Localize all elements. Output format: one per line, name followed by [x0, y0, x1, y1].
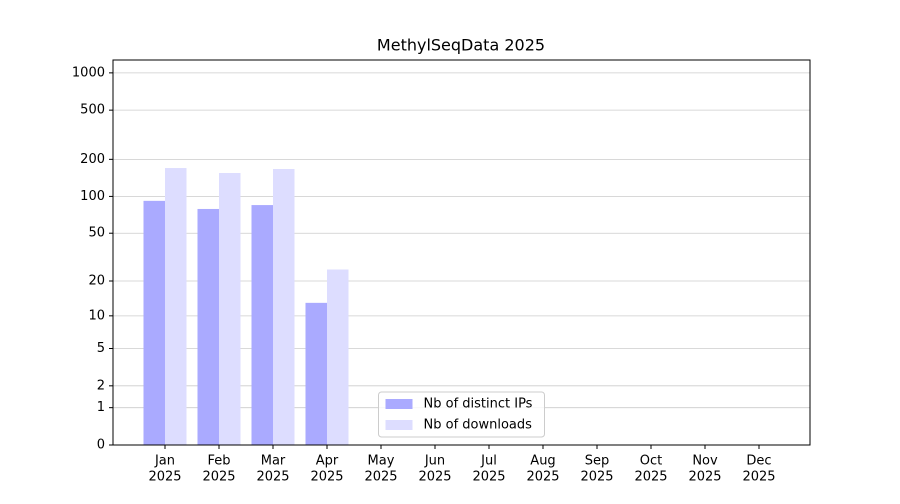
y-tick-label: 1000	[72, 65, 105, 80]
bar	[251, 205, 273, 445]
x-tick-label: Dec	[746, 454, 771, 469]
x-tick-label: 2025	[472, 470, 505, 485]
y-tick-label: 0	[97, 438, 105, 453]
legend-label: Nb of distinct IPs	[424, 397, 533, 412]
x-tick-label: 2025	[688, 470, 721, 485]
legend-swatch	[385, 420, 413, 430]
plot-frame	[112, 59, 811, 446]
bar	[197, 208, 219, 445]
y-tick-label: 200	[80, 152, 105, 167]
x-tick-label: 2025	[580, 470, 613, 485]
bar	[165, 168, 187, 446]
x-tick-label: May	[368, 454, 395, 469]
x-tick-label: 2025	[202, 470, 235, 485]
x-tick-label: Jan	[154, 454, 175, 469]
y-tick-label: 500	[80, 103, 105, 118]
y-tick-label: 1	[97, 400, 105, 415]
x-tick-label: Mar	[261, 454, 286, 469]
y-tick-label: 10	[88, 308, 105, 323]
x-tick-label: 2025	[742, 470, 775, 485]
x-tick-label: Nov	[692, 454, 718, 469]
x-tick-label: 2025	[526, 470, 559, 485]
legend: Nb of distinct IPs Nb of downloads	[378, 391, 545, 438]
legend-box	[378, 391, 545, 438]
x-tick-label: Feb	[207, 454, 230, 469]
x-tick-label: 2025	[634, 470, 667, 485]
legend-label: Nb of downloads	[424, 418, 533, 433]
bar	[273, 169, 295, 445]
bar	[219, 172, 241, 445]
bar	[143, 200, 165, 445]
legend-swatch	[385, 399, 413, 409]
x-tick-label: Apr	[316, 454, 339, 469]
x-tick-label: Sep	[585, 454, 610, 469]
x-tick-label: Oct	[640, 454, 662, 469]
y-tick-label: 50	[88, 226, 105, 241]
x-tick-label: 2025	[256, 470, 289, 485]
x-tick-label: 2025	[418, 470, 451, 485]
bar	[327, 269, 349, 445]
x-tick-label: 2025	[364, 470, 397, 485]
y-tick-label: 20	[88, 274, 105, 289]
x-tick-label: Jul	[480, 454, 497, 469]
y-tick-label: 2	[97, 378, 105, 393]
x-tick-label: 2025	[310, 470, 343, 485]
x-tick-label: Aug	[530, 454, 555, 469]
y-tick-label: 100	[80, 189, 105, 204]
chart-title: MethylSeqData 2025	[377, 36, 545, 55]
x-tick-label: 2025	[148, 470, 181, 485]
y-tick-label: 5	[97, 341, 105, 356]
x-tick-label: Jun	[424, 454, 445, 469]
bar	[305, 302, 327, 445]
